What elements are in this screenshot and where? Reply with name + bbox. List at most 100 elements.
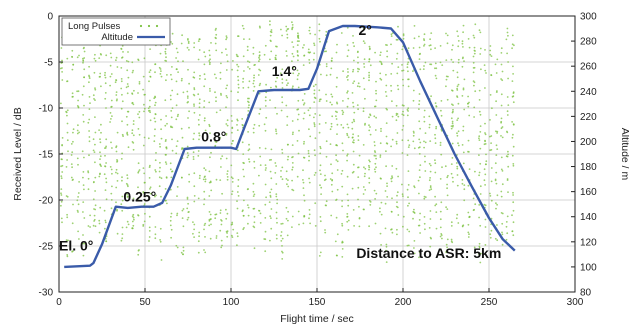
long-pulse-point	[318, 29, 321, 32]
long-pulse-point	[225, 87, 228, 90]
long-pulse-point	[452, 69, 455, 72]
long-pulse-point	[468, 168, 471, 171]
long-pulse-point	[467, 223, 470, 226]
long-pulse-point	[66, 195, 69, 198]
long-pulse-point	[385, 245, 388, 248]
long-pulse-point	[143, 172, 146, 175]
long-pulse-point	[408, 202, 410, 205]
long-pulse-point	[418, 169, 421, 172]
long-pulse-point	[203, 198, 206, 201]
long-pulse-point	[463, 78, 466, 81]
long-pulse-point	[143, 107, 146, 110]
legend-label-long-pulses: Long Pulses	[68, 21, 121, 32]
long-pulse-point	[489, 94, 492, 96]
long-pulse-point	[197, 119, 200, 121]
long-pulse-point	[264, 44, 267, 47]
long-pulse-point	[94, 161, 96, 164]
x-axis-ticks: 0 50 100 150 200 250 300	[56, 288, 584, 308]
long-pulse-point	[104, 221, 107, 224]
long-pulse-point	[325, 140, 328, 143]
long-pulse-point	[357, 139, 360, 142]
long-pulse-point	[346, 159, 348, 162]
long-pulse-point	[297, 74, 299, 77]
long-pulse-point	[264, 99, 267, 102]
long-pulse-point	[158, 143, 161, 145]
long-pulse-point	[182, 91, 185, 94]
long-pulse-point	[120, 158, 123, 160]
long-pulse-point	[237, 179, 240, 181]
long-pulse-point	[186, 152, 189, 154]
long-pulse-point	[297, 210, 300, 213]
long-pulse-point	[396, 233, 398, 236]
long-pulse-point	[291, 144, 294, 147]
long-pulse-point	[220, 246, 223, 249]
long-pulse-point	[232, 60, 234, 62]
long-pulse-point	[407, 47, 410, 50]
long-pulse-point	[116, 208, 118, 211]
long-pulse-point	[379, 142, 382, 145]
long-pulse-point	[236, 207, 239, 210]
long-pulse-point	[456, 167, 459, 170]
long-pulse-point	[495, 144, 498, 147]
long-pulse-point	[489, 236, 492, 239]
long-pulse-point	[159, 166, 161, 169]
long-pulse-point	[142, 167, 145, 170]
long-pulse-point	[472, 55, 475, 58]
long-pulse-point	[407, 70, 409, 73]
long-pulse-point	[170, 41, 172, 43]
long-pulse-point	[215, 235, 218, 237]
long-pulse-point	[110, 192, 113, 195]
long-pulse-point	[192, 158, 195, 161]
long-pulse-point	[99, 172, 101, 175]
long-pulse-point	[286, 124, 289, 126]
long-pulse-point	[209, 237, 212, 240]
long-pulse-point	[511, 154, 514, 157]
long-pulse-point	[203, 85, 206, 88]
long-pulse-point	[82, 114, 85, 116]
long-pulse-point	[501, 126, 504, 128]
long-pulse-point	[253, 123, 256, 126]
long-pulse-point	[302, 64, 305, 66]
long-pulse-point	[264, 164, 267, 167]
long-pulse-point	[208, 220, 211, 222]
long-pulse-point	[423, 33, 426, 36]
long-pulse-point	[210, 223, 212, 226]
long-pulse-point	[219, 136, 222, 139]
long-pulse-point	[104, 227, 106, 230]
long-pulse-point	[479, 185, 482, 188]
long-pulse-point	[164, 48, 167, 50]
long-pulse-point	[88, 65, 90, 68]
long-pulse-point	[253, 79, 255, 82]
long-pulse-point	[197, 40, 200, 42]
long-pulse-point	[390, 84, 392, 87]
long-pulse-point	[198, 138, 200, 141]
y-right-tick-label: 300	[580, 12, 597, 23]
long-pulse-point	[131, 132, 134, 135]
long-pulse-point	[99, 155, 102, 158]
long-pulse-point	[253, 247, 256, 250]
long-pulse-point	[397, 88, 400, 91]
long-pulse-point	[451, 122, 454, 125]
long-pulse-point	[204, 178, 207, 181]
long-pulse-point	[125, 226, 128, 229]
long-pulse-point	[423, 222, 426, 225]
long-pulse-point	[94, 87, 96, 89]
long-pulse-point	[418, 100, 421, 102]
long-pulse-point	[362, 27, 365, 30]
long-pulse-point	[275, 234, 278, 236]
long-pulse-point	[450, 172, 453, 175]
long-pulse-point	[99, 163, 101, 166]
long-pulse-point	[242, 168, 245, 171]
long-pulse-point	[265, 167, 267, 169]
long-pulse-point	[456, 76, 459, 79]
long-pulse-point	[60, 158, 63, 161]
long-pulse-point	[494, 162, 497, 165]
long-pulse-point	[331, 115, 334, 118]
long-pulse-point	[142, 75, 145, 78]
long-pulse-point	[231, 181, 234, 183]
long-pulses-scatter	[59, 20, 515, 264]
long-pulse-point	[219, 179, 222, 182]
long-pulse-point	[419, 164, 422, 167]
long-pulse-point	[193, 111, 196, 114]
long-pulse-point	[446, 34, 449, 37]
